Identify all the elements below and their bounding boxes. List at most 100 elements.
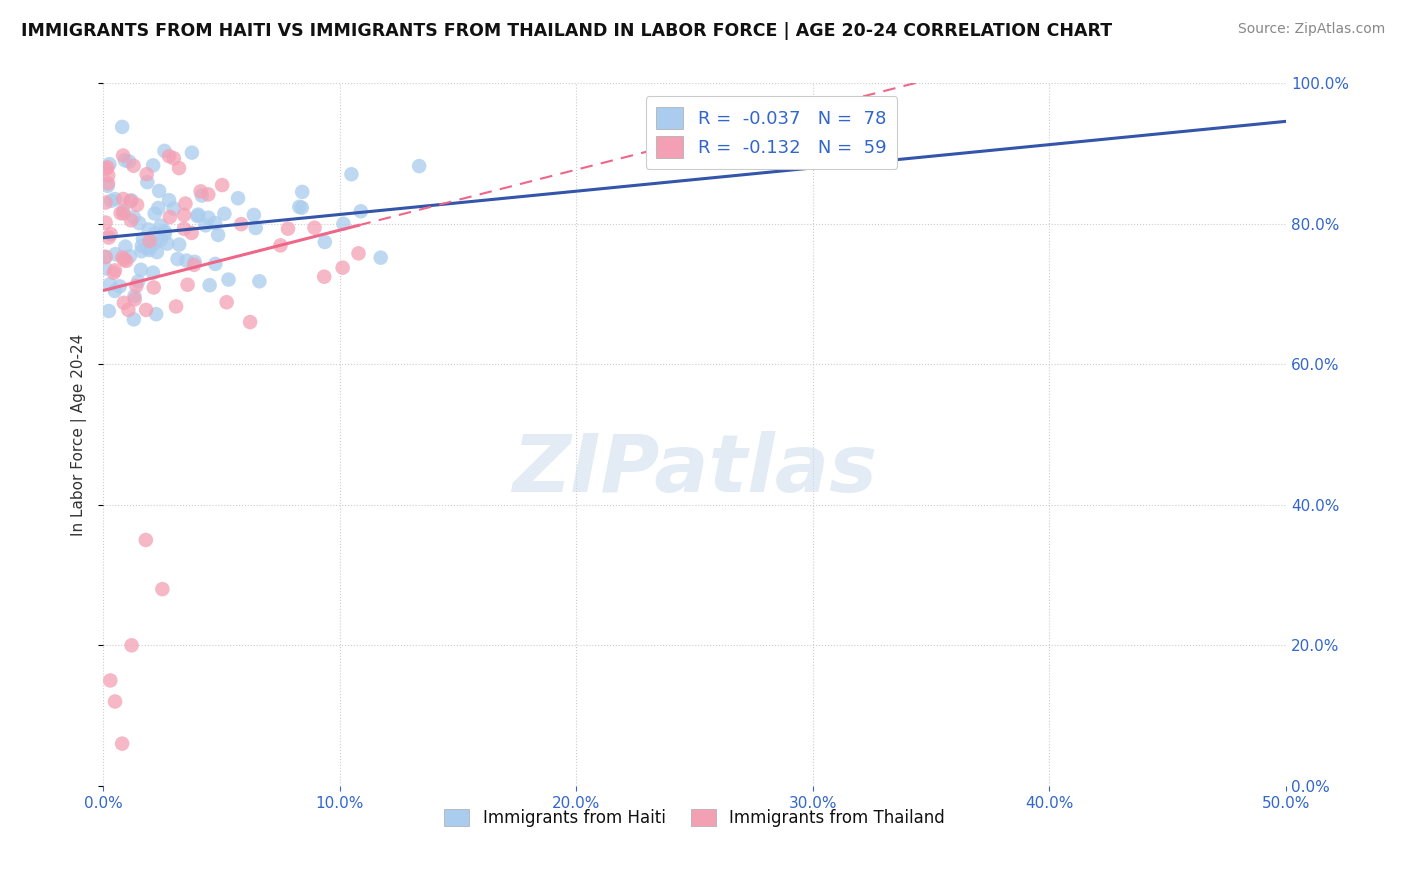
Point xyxy=(149,219,172,233)
Point xyxy=(332,260,354,275)
Point xyxy=(291,185,314,199)
Point xyxy=(173,208,195,222)
Point xyxy=(97,230,120,244)
Point xyxy=(143,236,166,251)
Point xyxy=(112,192,135,206)
Point xyxy=(156,236,179,251)
Point xyxy=(100,227,122,242)
Point xyxy=(111,120,134,134)
Point xyxy=(94,195,117,210)
Point xyxy=(103,266,125,280)
Point xyxy=(114,239,136,253)
Point xyxy=(108,279,131,293)
Point xyxy=(111,251,134,265)
Point xyxy=(131,244,153,259)
Point xyxy=(112,204,135,219)
Point xyxy=(138,234,160,248)
Point xyxy=(122,159,145,173)
Point xyxy=(176,253,198,268)
Point xyxy=(191,188,214,202)
Point xyxy=(125,198,148,212)
Point xyxy=(231,217,253,231)
Point xyxy=(197,211,219,225)
Point xyxy=(277,221,299,235)
Point xyxy=(167,161,190,175)
Point xyxy=(190,185,212,199)
Point xyxy=(215,295,238,310)
Point xyxy=(314,235,336,249)
Point xyxy=(135,302,157,317)
Point xyxy=(174,196,197,211)
Point xyxy=(128,216,150,230)
Point xyxy=(194,219,217,233)
Point xyxy=(180,226,202,240)
Point xyxy=(288,200,311,214)
Point xyxy=(104,694,127,708)
Point xyxy=(98,157,121,171)
Point xyxy=(104,247,127,261)
Point xyxy=(163,151,186,165)
Point xyxy=(304,220,326,235)
Point xyxy=(97,169,120,183)
Point xyxy=(186,209,208,223)
Point xyxy=(117,302,139,317)
Point xyxy=(97,304,120,318)
Point xyxy=(198,278,221,293)
Point xyxy=(135,167,157,181)
Text: ZIPatlas: ZIPatlas xyxy=(512,431,877,508)
Point xyxy=(136,175,159,189)
Point xyxy=(332,217,354,231)
Point xyxy=(340,167,363,181)
Point xyxy=(159,210,181,224)
Point xyxy=(94,250,117,264)
Point xyxy=(184,255,207,269)
Point xyxy=(150,582,173,596)
Point xyxy=(142,266,165,280)
Point xyxy=(138,222,160,236)
Point xyxy=(157,193,180,207)
Point xyxy=(104,192,127,206)
Point xyxy=(98,277,121,292)
Point xyxy=(94,261,117,276)
Point xyxy=(226,191,249,205)
Point xyxy=(239,315,262,329)
Point xyxy=(153,144,176,158)
Point xyxy=(97,178,120,193)
Point xyxy=(408,159,430,173)
Point xyxy=(145,307,167,321)
Point xyxy=(94,161,117,176)
Point xyxy=(125,279,148,293)
Point xyxy=(127,275,149,289)
Point xyxy=(118,154,141,169)
Point xyxy=(122,211,145,225)
Point xyxy=(121,638,143,652)
Point xyxy=(167,237,190,252)
Point xyxy=(180,145,202,160)
Point xyxy=(243,208,266,222)
Point xyxy=(104,263,127,277)
Point xyxy=(94,216,117,230)
Point xyxy=(247,274,270,288)
Point xyxy=(176,277,198,292)
Point xyxy=(350,204,373,219)
Point xyxy=(120,194,142,209)
Point xyxy=(148,201,170,215)
Point xyxy=(98,673,121,688)
Point xyxy=(132,232,155,246)
Point xyxy=(124,293,146,307)
Point xyxy=(139,237,162,252)
Point xyxy=(112,148,135,162)
Point xyxy=(157,149,180,163)
Point xyxy=(142,158,165,172)
Point xyxy=(214,207,236,221)
Point xyxy=(145,226,167,240)
Point xyxy=(142,280,165,294)
Point xyxy=(122,312,145,326)
Y-axis label: In Labor Force | Age 20-24: In Labor Force | Age 20-24 xyxy=(72,334,87,536)
Text: Source: ZipAtlas.com: Source: ZipAtlas.com xyxy=(1237,22,1385,37)
Point xyxy=(97,177,120,191)
Point xyxy=(149,233,172,247)
Point xyxy=(104,284,127,298)
Point xyxy=(211,178,233,192)
Point xyxy=(173,221,195,235)
